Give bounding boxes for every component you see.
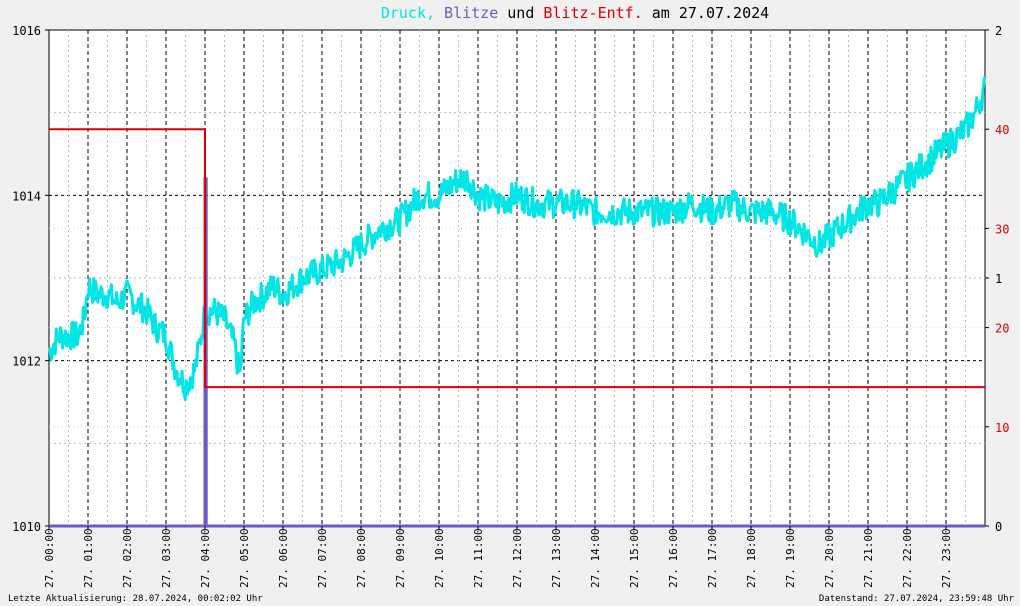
right-tick-label-entf: 40	[995, 123, 1009, 137]
x-tick-label: 27. 18:00	[745, 528, 758, 588]
right-tick-label-entf: 20	[995, 322, 1009, 336]
x-tick-label: 27. 07:00	[316, 528, 329, 588]
x-tick-label: 27. 22:00	[901, 528, 914, 588]
x-tick-label: 27. 20:00	[823, 528, 836, 588]
x-tick-label: 27. 05:00	[238, 528, 251, 588]
x-tick-label: 27. 23:00	[940, 528, 953, 588]
title-entf: Blitz-Entf.	[543, 4, 642, 22]
footer-last-update: Letzte Aktualisierung: 28.07.2024, 00:02…	[8, 594, 263, 604]
x-tick-label: 27. 14:00	[589, 528, 602, 588]
x-tick-label: 27. 00:00	[43, 528, 56, 588]
right-tick-label-blitze: 0	[995, 520, 1002, 534]
x-tick-label: 27. 17:00	[706, 528, 719, 588]
title-date: am 27.07.2024	[652, 4, 769, 22]
x-tick-label: 27. 16:00	[667, 528, 680, 588]
right-tick-label-blitze: 2	[995, 24, 1002, 38]
right-tick-label-entf: 30	[995, 222, 1009, 236]
chart-title: Druck, Blitze und Blitz-Entf. am 27.07.2…	[381, 4, 769, 22]
x-tick-label: 27. 01:00	[82, 528, 95, 588]
series-layer	[47, 75, 987, 528]
x-tick-label: 27. 08:00	[355, 528, 368, 588]
left-axis-ticks: 1016 1014 1012 1010	[12, 24, 49, 534]
right-tick-label-entf: 10	[995, 421, 1009, 435]
x-tick-label: 27. 21:00	[862, 528, 875, 588]
left-tick-label: 1010	[12, 520, 41, 534]
left-tick-label: 1012	[12, 355, 41, 369]
x-tick-label: 27. 03:00	[160, 528, 173, 588]
title-und: und	[507, 4, 534, 22]
right-tick-label-blitze: 1	[995, 272, 1002, 286]
x-tick-label: 27. 02:00	[121, 528, 134, 588]
footer-data-status: Datenstand: 27.07.2024, 23:59:48 Uhr	[818, 594, 1014, 604]
x-tick-label: 27. 11:00	[472, 528, 485, 588]
title-blitze: Blitze	[444, 4, 498, 22]
x-tick-label: 27. 15:00	[628, 528, 641, 588]
x-tick-label: 27. 13:00	[550, 528, 563, 588]
x-axis-ticks: 27. 00:00 27. 01:00 27. 02:00 27. 03:00 27. …	[43, 526, 953, 588]
x-tick-label: 27. 10:00	[433, 528, 446, 588]
x-tick-label: 27. 04:00	[199, 528, 212, 588]
x-tick-label: 27. 12:00	[511, 528, 524, 588]
left-tick-label: 1014	[12, 189, 41, 203]
title-druck: Druck,	[381, 4, 435, 22]
series-blitz-entf-line	[49, 128, 985, 389]
x-tick-label: 27. 09:00	[394, 528, 407, 588]
left-tick-label: 1016	[12, 24, 41, 38]
x-tick-label: 27. 06:00	[277, 528, 290, 588]
x-tick-label: 27. 19:00	[784, 528, 797, 588]
